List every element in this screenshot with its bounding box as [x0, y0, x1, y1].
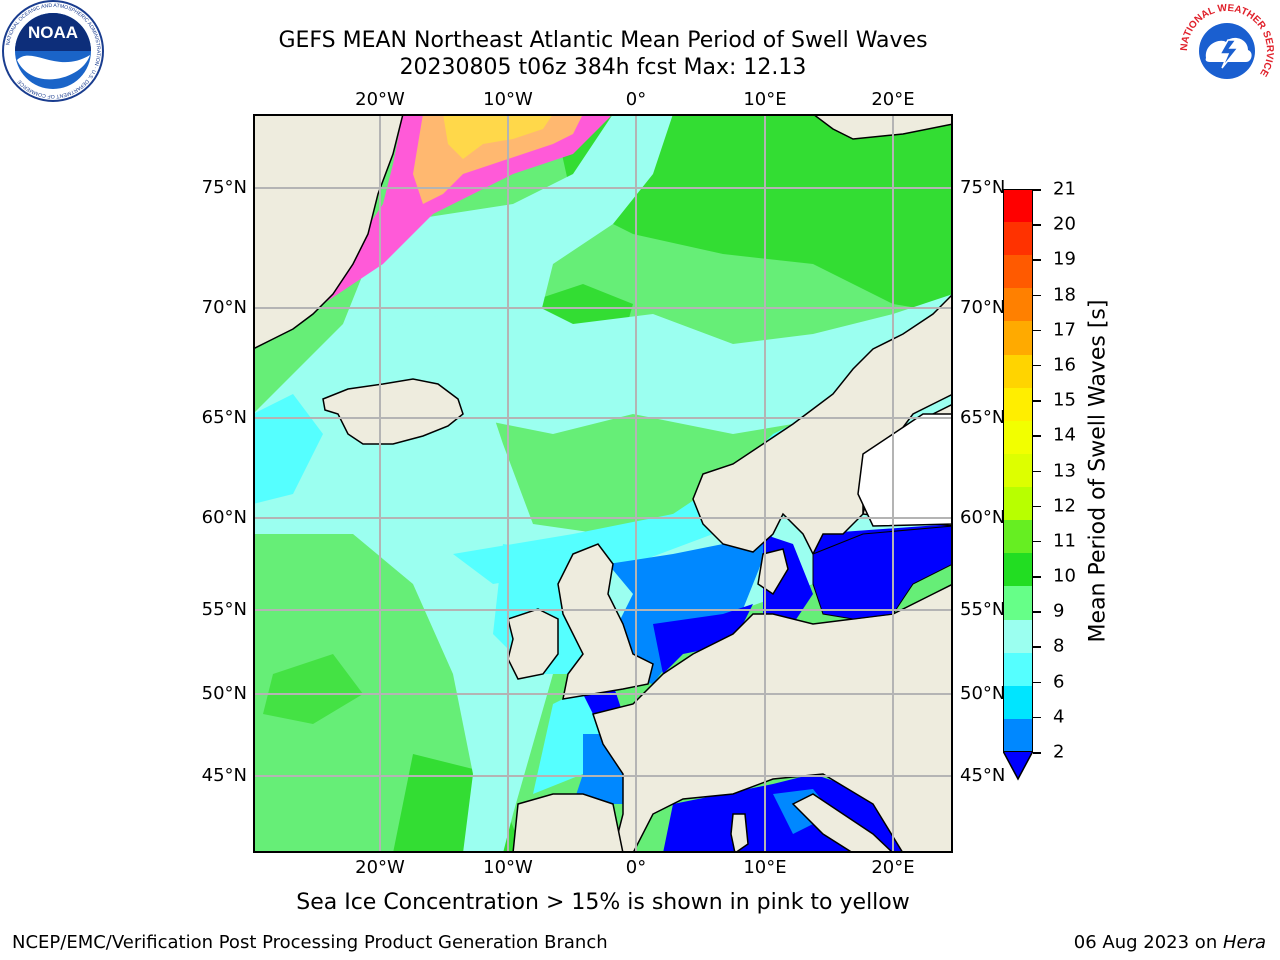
- colorbar-tick-mark: [1033, 540, 1041, 543]
- colorbar-segment: [1003, 189, 1033, 223]
- lat-label-right: 60°N: [960, 507, 1006, 528]
- lat-label-right: 50°N: [960, 683, 1006, 704]
- lat-label-right: 75°N: [960, 177, 1006, 198]
- colorbar-tick-mark: [1033, 716, 1041, 719]
- colorbar-tick-label: 8: [1053, 635, 1065, 657]
- colorbar-segment: [1003, 387, 1033, 422]
- colorbar-segment: [1003, 487, 1033, 522]
- colorbar-tick-label: 4: [1053, 706, 1065, 728]
- colorbar-tick-label: 18: [1053, 284, 1076, 306]
- colorbar-segment: [1003, 453, 1033, 488]
- colorbar-segment: [1003, 619, 1033, 654]
- lon-label-bottom: 10°W: [483, 857, 533, 878]
- noaa-logo: NOAA NATIONAL OCEANIC AND ATMOSPHERIC AD…: [2, 0, 104, 106]
- lon-label-top: 20°W: [355, 89, 405, 110]
- colorbar-segment: [1003, 652, 1033, 687]
- map-title: GEFS MEAN Northeast Atlantic Mean Period…: [278, 28, 928, 53]
- colorbar-tick-mark: [1033, 611, 1041, 613]
- colorbar-segment: [1003, 354, 1033, 389]
- sea-ice-caption: Sea Ice Concentration > 15% is shown in …: [296, 890, 910, 915]
- footer-credit: NCEP/EMC/Verification Post Processing Pr…: [12, 932, 608, 953]
- lat-label-left: 55°N: [201, 599, 247, 620]
- colorbar-segment: [1003, 553, 1033, 588]
- colorbar-tick-label: 2: [1053, 741, 1065, 763]
- sea-ice-pink: [313, 114, 613, 304]
- lat-label-left: 45°N: [201, 765, 247, 786]
- colorbar-tick-label: 17: [1053, 319, 1076, 341]
- colorbar-tick-mark: [1033, 329, 1041, 332]
- colorbar-tick-label: 21: [1053, 178, 1076, 200]
- nws-logo: NATIONAL WEATHER SERVICE: [1176, 0, 1278, 106]
- colorbar-tick-mark: [1033, 224, 1041, 226]
- cyan-band: [253, 114, 953, 853]
- lat-label-right: 70°N: [960, 297, 1006, 318]
- colorbar-segment: [1003, 718, 1033, 753]
- colorbar-segment: [1003, 420, 1033, 455]
- footer-date: 06 Aug 2023 on Hera: [1074, 932, 1266, 953]
- colorbar-tick-label: 11: [1053, 530, 1076, 552]
- colorbar-tick-mark: [1033, 294, 1041, 297]
- colorbar: [1003, 189, 1033, 753]
- lon-label-top: 10°W: [483, 89, 533, 110]
- colorbar-tick-label: 9: [1053, 600, 1065, 622]
- colorbar-tick-label: 10: [1053, 565, 1076, 587]
- colorbar-segment: [1003, 288, 1033, 323]
- lon-label-top: 0°: [625, 89, 647, 110]
- cyan-coastal: [453, 414, 813, 584]
- colorbar-tick-mark: [1033, 681, 1041, 684]
- lat-label-right: 45°N: [960, 765, 1006, 786]
- colorbar-tick-mark: [1033, 646, 1041, 648]
- lat-label-left: 70°N: [201, 297, 247, 318]
- colorbar-tick-label: 20: [1053, 213, 1076, 235]
- noaa-logo-text: NOAA: [28, 23, 78, 42]
- colorbar-tick-mark: [1033, 259, 1041, 261]
- lon-label-bottom: 0°: [625, 857, 647, 878]
- lat-label-right: 55°N: [960, 599, 1006, 620]
- lon-label-bottom: 10°E: [743, 857, 787, 878]
- colorbar-under-arrow: [1003, 751, 1033, 781]
- colorbar-tick-label: 19: [1053, 248, 1076, 270]
- map-subtitle: 20230805 t06z 384h fcst Max: 12.13: [399, 55, 807, 80]
- lat-label-left: 50°N: [201, 683, 247, 704]
- colorbar-tick-label: 6: [1053, 671, 1065, 693]
- colorbar-tick-mark: [1033, 435, 1041, 437]
- lon-label-bottom: 20°E: [871, 857, 915, 878]
- lat-label-left: 75°N: [201, 177, 247, 198]
- colorbar-segment: [1003, 321, 1033, 356]
- colorbar-segment: [1003, 222, 1033, 257]
- colorbar-tick-mark: [1033, 470, 1041, 472]
- lat-label-left: 60°N: [201, 507, 247, 528]
- graticule: [253, 114, 953, 853]
- footer-date-text: 06 Aug 2023 on: [1073, 932, 1223, 953]
- colorbar-tick-mark: [1033, 505, 1041, 508]
- colorbar-segment: [1003, 685, 1033, 720]
- lon-label-bottom: 20°W: [355, 857, 405, 878]
- colorbar-segment: [1003, 586, 1033, 621]
- lon-label-top: 20°E: [871, 89, 915, 110]
- colorbar-tick-mark: [1033, 752, 1041, 754]
- swell-period-map: [253, 114, 953, 853]
- lat-label-left: 65°N: [201, 407, 247, 428]
- colorbar-tick-mark: [1033, 189, 1041, 191]
- lon-label-top: 10°E: [743, 89, 787, 110]
- colorbar-tick-label: 13: [1053, 460, 1076, 481]
- footer-host: Hera: [1222, 932, 1266, 953]
- colorbar-tick-label: 12: [1053, 495, 1076, 517]
- colorbar-tick-mark: [1033, 576, 1041, 578]
- colorbar-tick-mark: [1033, 400, 1041, 402]
- lat-label-right: 65°N: [960, 407, 1006, 428]
- colorbar-label: Mean Period of Swell Waves [s]: [1085, 299, 1111, 643]
- colorbar-frame: [1003, 189, 1033, 752]
- colorbar-tick-mark: [1033, 364, 1041, 367]
- land: [253, 114, 953, 853]
- sea-ice-yellow: [443, 114, 553, 159]
- colorbar-tick-label: 15: [1053, 389, 1076, 411]
- colorbar-tick-label: 14: [1053, 424, 1076, 446]
- colorbar-segment: [1003, 520, 1033, 555]
- colorbar-segment: [1003, 255, 1033, 290]
- colorbar-tick-label: 16: [1053, 354, 1076, 376]
